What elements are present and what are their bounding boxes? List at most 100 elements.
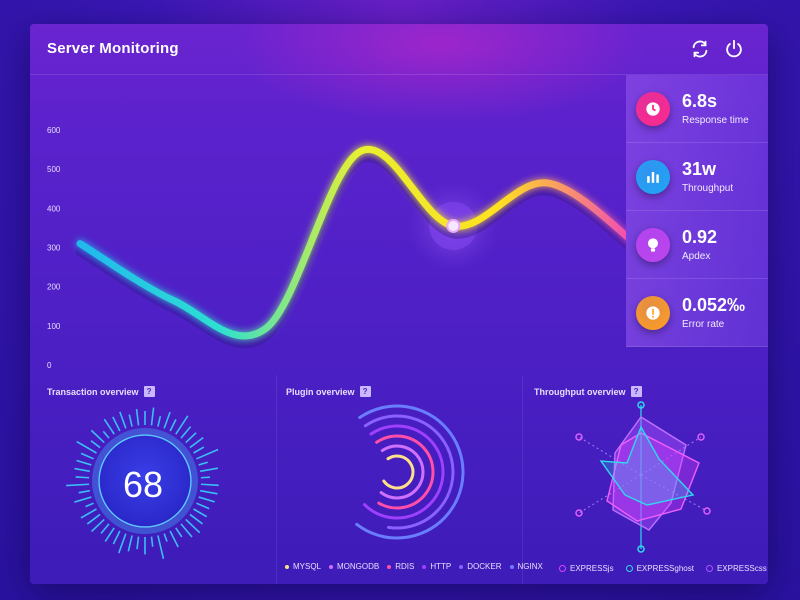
y-tick-label: 400	[47, 204, 61, 213]
alert-icon	[636, 296, 670, 330]
header-divider	[30, 74, 768, 75]
highlight-point[interactable]	[446, 218, 461, 233]
gauge-tick	[136, 536, 140, 550]
radar-series-area[interactable]	[612, 416, 687, 531]
metric-value: 31w	[682, 159, 717, 179]
legend-dot	[285, 564, 289, 569]
gauge-tick	[80, 508, 97, 519]
metric-label: Error rate	[682, 319, 725, 330]
gauge-tick	[175, 415, 189, 435]
legend-label: EXPRESSghost	[636, 564, 694, 573]
gauge-tick	[189, 513, 204, 525]
radial-bar[interactable]	[363, 424, 445, 520]
radar-series-area[interactable]	[599, 425, 695, 506]
radial-bar-chart	[355, 404, 465, 540]
y-tick-label: 0	[47, 361, 52, 370]
legend-dot	[387, 564, 392, 569]
legend-item[interactable]: EXPRESSghost	[625, 564, 694, 573]
gauge-tick	[157, 535, 165, 559]
legend-item[interactable]: MYSQL	[285, 562, 321, 571]
gauge-tick	[128, 414, 133, 427]
legend-ring	[705, 565, 713, 572]
gauge-value: 68	[123, 464, 164, 505]
gauge-tick	[76, 459, 92, 466]
legend-item[interactable]: RDIS	[387, 562, 414, 571]
gauge-tick	[185, 518, 201, 534]
page-title: Server Monitoring	[47, 40, 179, 57]
gauge-tick	[193, 446, 205, 454]
metrics-panel: 6.8s Response time 31w Throughput 0.92 A…	[626, 75, 768, 347]
radial-bar[interactable]	[363, 414, 455, 530]
bar-chart-icon	[636, 160, 670, 194]
gauge-tick	[85, 502, 94, 508]
radial-bar[interactable]	[379, 444, 425, 500]
y-tick-label: 300	[47, 244, 61, 253]
help-icon[interactable]: ?	[630, 386, 642, 397]
throughput-legend: EXPRESSjs EXPRESSghost EXPRESScss	[559, 564, 767, 573]
gauge-tick	[185, 432, 197, 444]
legend-item[interactable]: HTTP	[422, 562, 451, 571]
gauge-tick	[90, 518, 105, 533]
refresh-icon[interactable]	[689, 38, 711, 60]
gauge-tick	[169, 419, 177, 432]
legend-item[interactable]: NGINX	[509, 562, 543, 571]
gauge-tick	[200, 489, 218, 495]
metric-label: Response time	[682, 115, 749, 126]
legend-item[interactable]: DOCKER	[459, 562, 502, 571]
gauge-tick	[118, 533, 127, 554]
clock-icon	[636, 92, 670, 126]
help-icon[interactable]: ?	[359, 386, 371, 397]
gauge-tick	[180, 426, 192, 439]
metric-label: Apdex	[682, 251, 711, 262]
gauge-tick	[180, 523, 193, 538]
header: Server Monitoring	[30, 24, 768, 74]
metric-response-time[interactable]: 6.8s Response time	[626, 75, 768, 143]
gauge-tick	[198, 496, 215, 503]
gauge-tick	[104, 527, 115, 542]
plugin-overview-panel: Plugin overview ? MYSQL MONGODB RDIS HTTP DO…	[276, 375, 543, 584]
metric-throughput[interactable]: 31w Throughput	[626, 143, 768, 211]
radial-bar[interactable]	[382, 454, 415, 490]
plugin-legend: MYSQL MONGODB RDIS HTTP DOCKER NGINX	[285, 562, 543, 571]
gauge-tick	[175, 527, 183, 538]
line-chart: 0100200300400500600MONTUEWEDTHUFRISATSUN	[30, 75, 626, 375]
gauge-tick	[196, 502, 210, 510]
radar-axis	[578, 436, 642, 476]
gauge-disc	[98, 434, 192, 528]
gauge-tick	[80, 452, 94, 460]
radar-chart	[575, 401, 711, 553]
radial-bar[interactable]	[355, 404, 465, 540]
metric-value: 0.92	[682, 227, 718, 247]
metric-apdex[interactable]: 0.92 Apdex	[626, 211, 768, 279]
power-icon[interactable]	[723, 38, 745, 60]
transaction-overview-panel: Transaction overview ? 68	[30, 375, 276, 584]
gauge-tick	[90, 440, 101, 449]
y-tick-label: 500	[47, 165, 61, 174]
legend-label: EXPRESSjs	[570, 564, 614, 573]
gauge-tick	[78, 489, 90, 494]
gauge-tick	[112, 416, 121, 432]
gauge-tick	[100, 523, 110, 534]
radar-vertex	[575, 433, 583, 441]
panel-title: Throughput overview ?	[534, 386, 642, 397]
y-tick-label: 100	[47, 322, 61, 331]
gauge-tick	[157, 416, 162, 427]
radar-axis	[640, 436, 702, 476]
gauge-tick	[102, 430, 110, 439]
metric-label: Throughput	[682, 183, 734, 194]
metric-error-rate[interactable]: 0.052‰ Error rate	[626, 279, 768, 347]
radar-vertex	[697, 433, 705, 441]
gauge-chart	[66, 407, 219, 559]
series-line	[76, 145, 626, 340]
dashboard-card: Server Monitoring 0 100 200 300 400 500 600 MON…	[30, 24, 768, 584]
help-icon[interactable]: ?	[143, 386, 155, 397]
legend-item[interactable]: EXPRESScss	[705, 564, 767, 573]
radial-bar[interactable]	[375, 434, 435, 510]
legend-item[interactable]: EXPRESSjs	[559, 564, 614, 573]
gauge-tick	[75, 476, 90, 479]
gauge-tick	[196, 448, 219, 460]
panel-title: Transaction overview ?	[47, 386, 155, 397]
metric-value: 0.052‰	[682, 295, 746, 315]
legend-item[interactable]: MONGODB	[329, 562, 379, 571]
legend-label: MONGODB	[337, 562, 380, 571]
